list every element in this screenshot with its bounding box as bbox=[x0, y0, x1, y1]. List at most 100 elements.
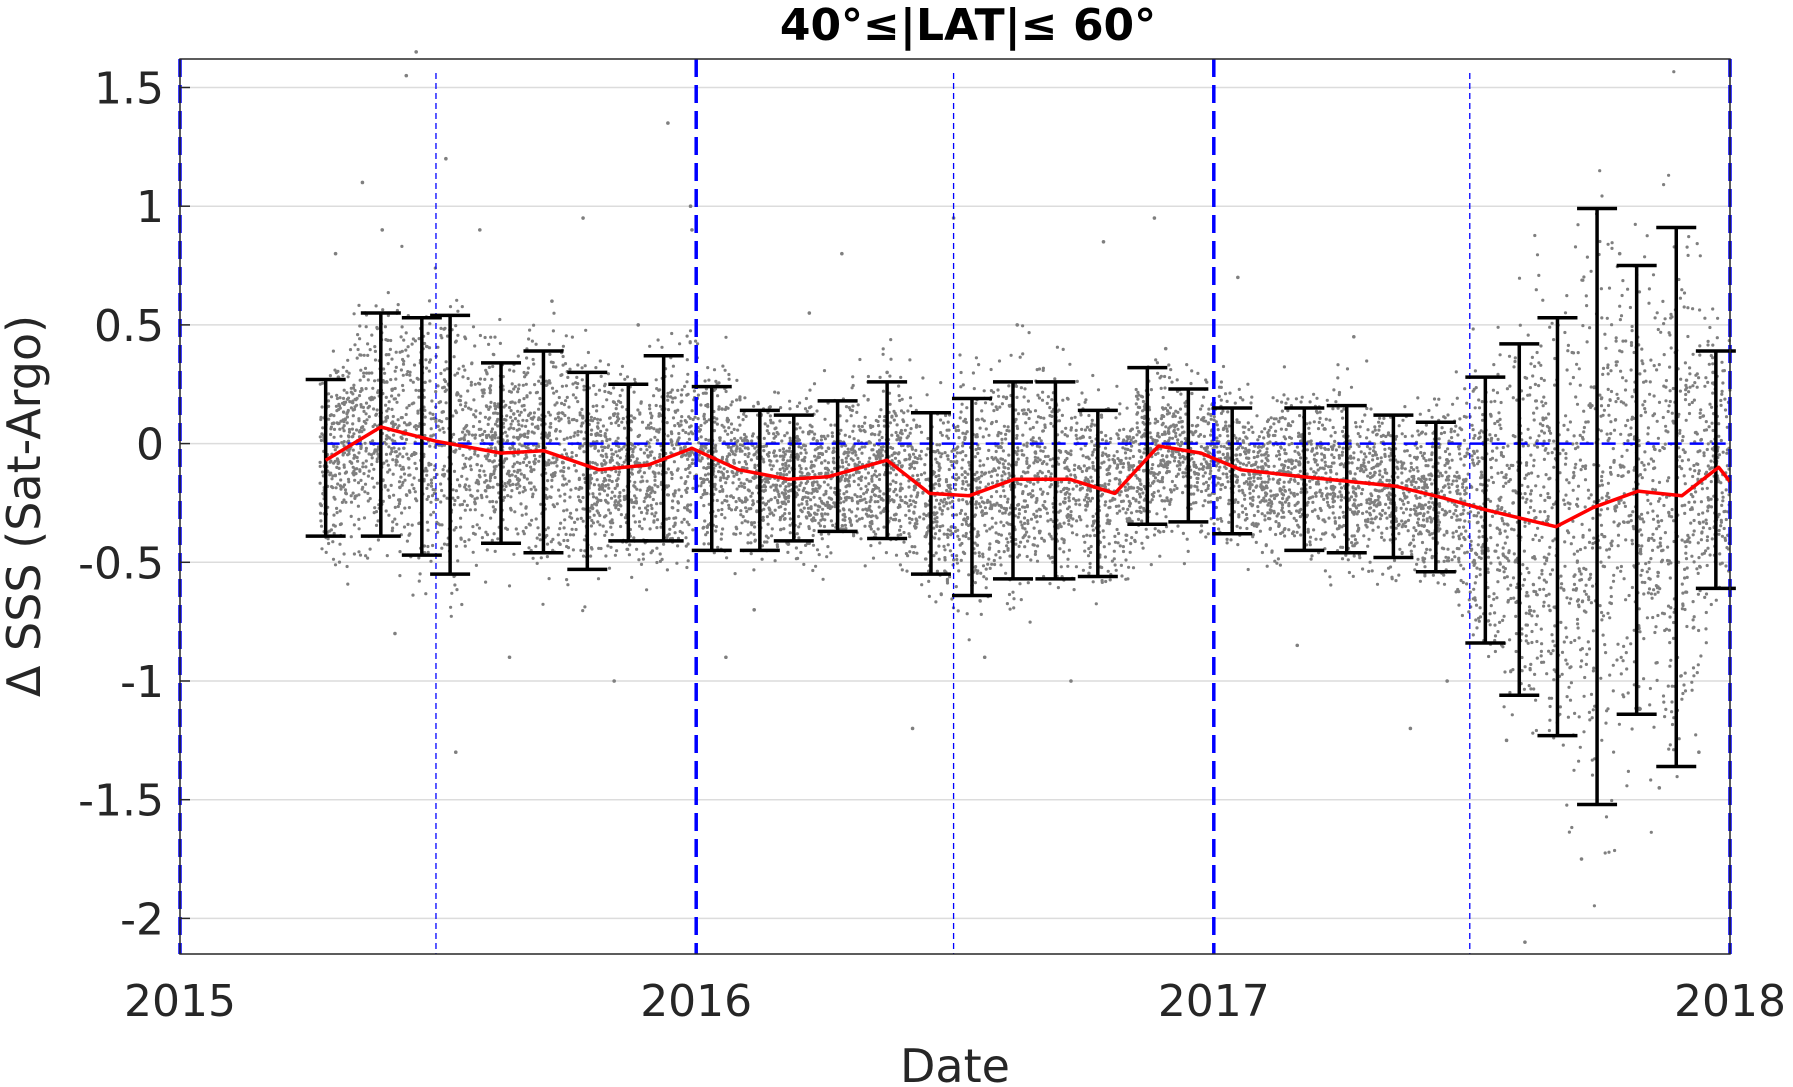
scatter-point bbox=[1564, 626, 1568, 630]
scatter-point bbox=[1470, 423, 1474, 427]
scatter-point bbox=[616, 436, 620, 440]
scatter-point bbox=[932, 526, 936, 530]
scatter-point bbox=[558, 494, 562, 498]
scatter-point bbox=[687, 523, 691, 527]
scatter-point bbox=[437, 401, 441, 405]
scatter-point bbox=[470, 433, 475, 437]
scatter-point bbox=[1724, 564, 1728, 568]
scatter-point bbox=[1039, 439, 1043, 443]
scatter-point bbox=[925, 393, 929, 397]
scatter-point bbox=[1690, 680, 1694, 684]
scatter-point bbox=[770, 467, 774, 471]
scatter-point bbox=[854, 453, 858, 457]
scatter-point bbox=[426, 483, 430, 487]
scatter-point bbox=[572, 463, 577, 467]
scatter-point bbox=[939, 455, 943, 459]
scatter-point bbox=[1638, 630, 1642, 634]
scatter-point bbox=[335, 396, 339, 401]
scatter-point bbox=[493, 404, 497, 408]
scatter-point bbox=[1331, 505, 1335, 509]
scatter-point bbox=[1455, 489, 1459, 493]
scatter-point bbox=[844, 527, 848, 531]
scatter-point bbox=[1400, 481, 1404, 485]
scatter-point bbox=[391, 526, 395, 530]
scatter-point bbox=[1272, 464, 1276, 468]
scatter-point bbox=[398, 350, 402, 354]
scatter-point bbox=[851, 429, 855, 433]
scatter-point bbox=[547, 458, 551, 462]
scatter-point bbox=[1644, 379, 1648, 383]
scatter-point bbox=[762, 436, 766, 440]
scatter-point bbox=[1378, 424, 1382, 428]
scatter-point bbox=[370, 462, 374, 467]
scatter-point bbox=[1651, 509, 1655, 513]
scatter-point bbox=[631, 447, 635, 451]
scatter-point bbox=[1336, 363, 1340, 367]
scatter-point bbox=[1148, 484, 1152, 488]
scatter-point bbox=[735, 398, 739, 402]
scatter-point bbox=[840, 458, 844, 462]
scatter-point bbox=[697, 441, 701, 445]
scatter-point bbox=[851, 473, 856, 477]
scatter-point bbox=[1037, 436, 1041, 440]
scatter-point bbox=[905, 569, 909, 573]
scatter-point bbox=[961, 550, 966, 554]
scatter-point bbox=[822, 369, 827, 373]
scatter-point bbox=[1151, 481, 1155, 485]
scatter-point bbox=[1282, 393, 1286, 397]
scatter-point bbox=[1203, 499, 1207, 503]
scatter-point bbox=[509, 415, 513, 419]
scatter-point bbox=[640, 475, 644, 479]
scatter-point bbox=[342, 465, 346, 469]
scatter-point bbox=[863, 445, 867, 449]
scatter-point bbox=[797, 514, 801, 519]
scatter-point bbox=[641, 552, 645, 556]
scatter-point bbox=[888, 482, 893, 486]
scatter-point bbox=[761, 518, 765, 523]
scatter-point bbox=[469, 407, 473, 411]
scatter-point bbox=[1632, 350, 1636, 355]
scatter-point bbox=[1559, 620, 1563, 625]
scatter-point bbox=[484, 530, 488, 534]
scatter-point bbox=[1023, 509, 1027, 514]
scatter-point bbox=[1693, 469, 1697, 473]
scatter-point bbox=[1649, 502, 1653, 506]
scatter-point bbox=[1506, 600, 1510, 604]
scatter-point bbox=[1168, 436, 1172, 440]
scatter-point bbox=[418, 572, 422, 576]
scatter-point bbox=[1544, 401, 1548, 405]
scatter-point bbox=[842, 508, 846, 512]
scatter-point bbox=[787, 511, 792, 515]
scatter-point bbox=[1548, 476, 1552, 480]
scatter-point bbox=[1677, 737, 1681, 741]
scatter-point bbox=[1457, 590, 1461, 594]
scatter-point bbox=[1367, 460, 1371, 464]
scatter-point bbox=[1135, 421, 1139, 425]
scatter-point bbox=[1361, 511, 1365, 515]
scatter-point bbox=[565, 482, 569, 486]
scatter-point bbox=[1382, 538, 1386, 542]
scatter-point bbox=[599, 429, 603, 433]
scatter-point bbox=[538, 538, 542, 542]
scatter-point bbox=[1410, 434, 1414, 438]
scatter-point bbox=[1699, 408, 1703, 412]
scatter-point bbox=[829, 486, 833, 490]
scatter-point bbox=[603, 389, 607, 394]
scatter-point bbox=[981, 564, 986, 568]
scatter-point bbox=[1373, 428, 1377, 432]
scatter-point bbox=[699, 476, 703, 481]
scatter-point bbox=[1125, 533, 1129, 538]
scatter-point bbox=[672, 447, 676, 451]
scatter-point bbox=[564, 532, 568, 537]
scatter-point bbox=[519, 502, 523, 506]
scatter-point bbox=[410, 483, 414, 487]
scatter-point bbox=[1457, 603, 1461, 607]
scatter-point bbox=[973, 513, 978, 517]
scatter-point bbox=[1424, 477, 1428, 481]
scatter-point bbox=[981, 435, 985, 439]
scatter-point bbox=[1630, 395, 1634, 399]
scatter-point bbox=[1206, 500, 1211, 504]
scatter-point bbox=[1166, 409, 1170, 413]
scatter-point bbox=[1532, 458, 1536, 462]
scatter-point bbox=[484, 489, 488, 493]
